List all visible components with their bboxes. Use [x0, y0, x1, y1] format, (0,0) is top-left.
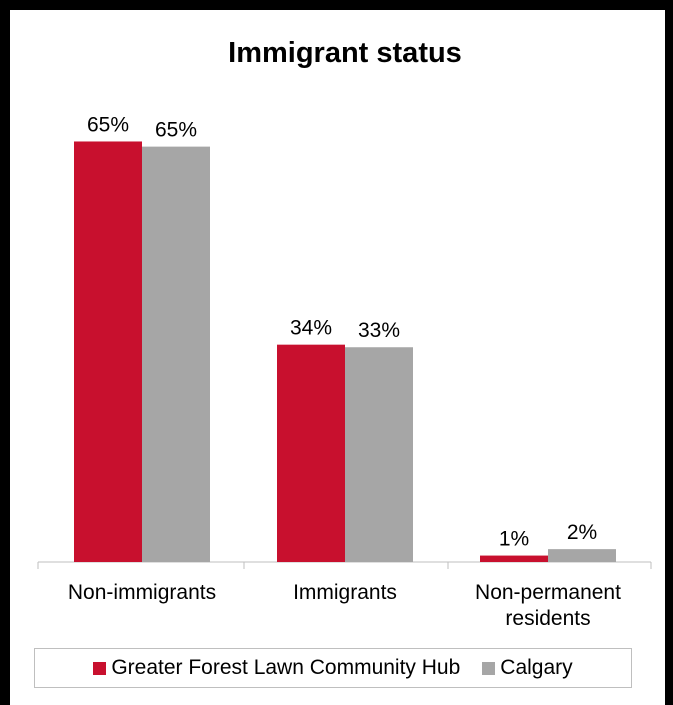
data-label-series-1-2: 34%	[290, 317, 332, 340]
legend-label-series-1: Greater Forest Lawn Community Hub	[111, 656, 461, 679]
legend-swatch-series-1	[93, 661, 107, 675]
legend-label-series-2: Calgary	[500, 656, 573, 679]
category-label-2: Immigrants	[293, 581, 397, 604]
data-label-series-1-1: 65%	[87, 113, 129, 136]
legend: Greater Forest Lawn Community Hub Calgar…	[34, 648, 632, 688]
chart-title: Immigrant status	[228, 37, 462, 69]
data-label-series-2-1: 65%	[155, 119, 197, 142]
data-label-series-2-3: 2%	[567, 521, 597, 544]
bar-series-1-2	[277, 344, 345, 562]
bar-series-1-1	[74, 141, 142, 562]
data-label-series-1-3: 1%	[499, 528, 529, 551]
bar-series-2-3	[548, 549, 616, 562]
legend-item-series-1: Greater Forest Lawn Community Hub	[93, 656, 460, 680]
bar-series-2-2	[345, 347, 413, 562]
bar-series-1-3	[480, 555, 548, 562]
legend-item-series-2: Calgary	[482, 656, 573, 680]
legend-swatch-series-2	[482, 661, 496, 675]
data-label-series-2-2: 33%	[358, 319, 400, 342]
bar-series-2-1	[142, 146, 210, 562]
category-label-1: Non-immigrants	[68, 581, 216, 604]
chart-marks: 65% 34% 1% 65% 33% 2% Non-immigrants Immigrants…	[37, 113, 652, 630]
category-label-3: Non-permanent residents	[475, 581, 621, 630]
